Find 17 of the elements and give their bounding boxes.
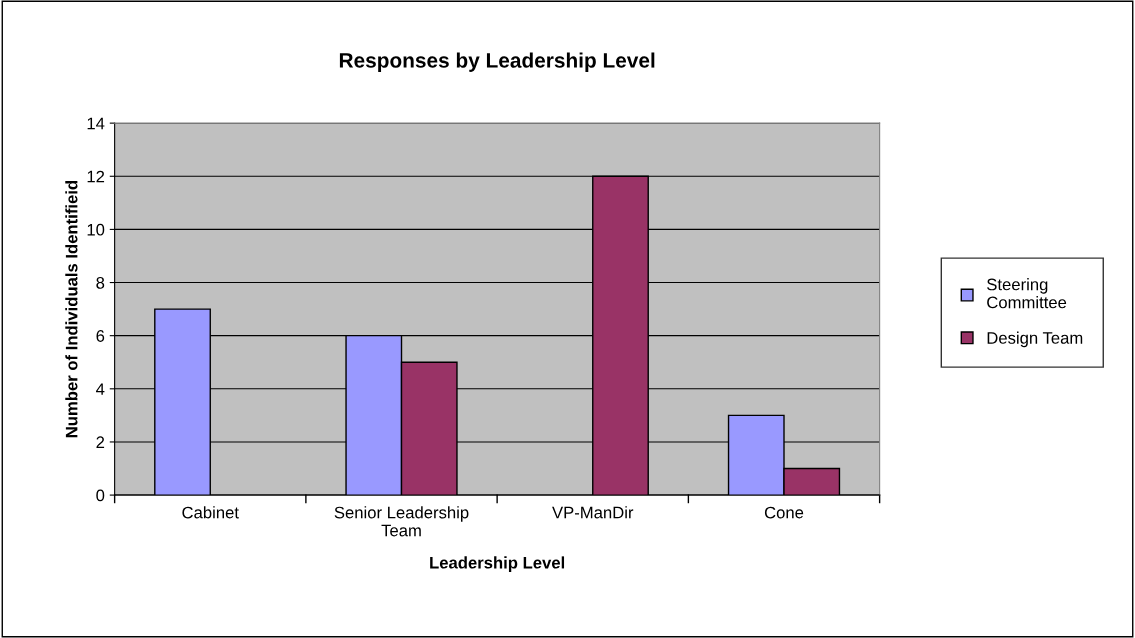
chart-title: Responses by Leadership Level	[339, 52, 655, 72]
x-tick-label: Cone	[764, 506, 804, 519]
y-tick-label: 12	[87, 170, 105, 183]
y-axis-title: Number of Individuals Identifieid	[65, 181, 78, 438]
y-tick-label: 14	[87, 117, 105, 130]
y-tick-label: 6	[96, 330, 105, 342]
y-tick-label: 8	[96, 276, 105, 289]
x-tick-label: VP-ManDir	[552, 506, 634, 519]
y-tick-label: 4	[96, 383, 105, 395]
x-tick-label: Cabinet	[182, 506, 239, 519]
y-tick-label: 2	[96, 436, 105, 448]
legend-label: Steering Committee	[987, 278, 1067, 309]
y-tick-label: 0	[96, 489, 105, 502]
x-axis-title: Leadership Level	[430, 556, 565, 572]
legend-label: Design Team	[987, 331, 1083, 348]
x-tick-label: Senior Leadership Team	[334, 506, 469, 537]
y-tick-label: 10	[87, 223, 105, 236]
